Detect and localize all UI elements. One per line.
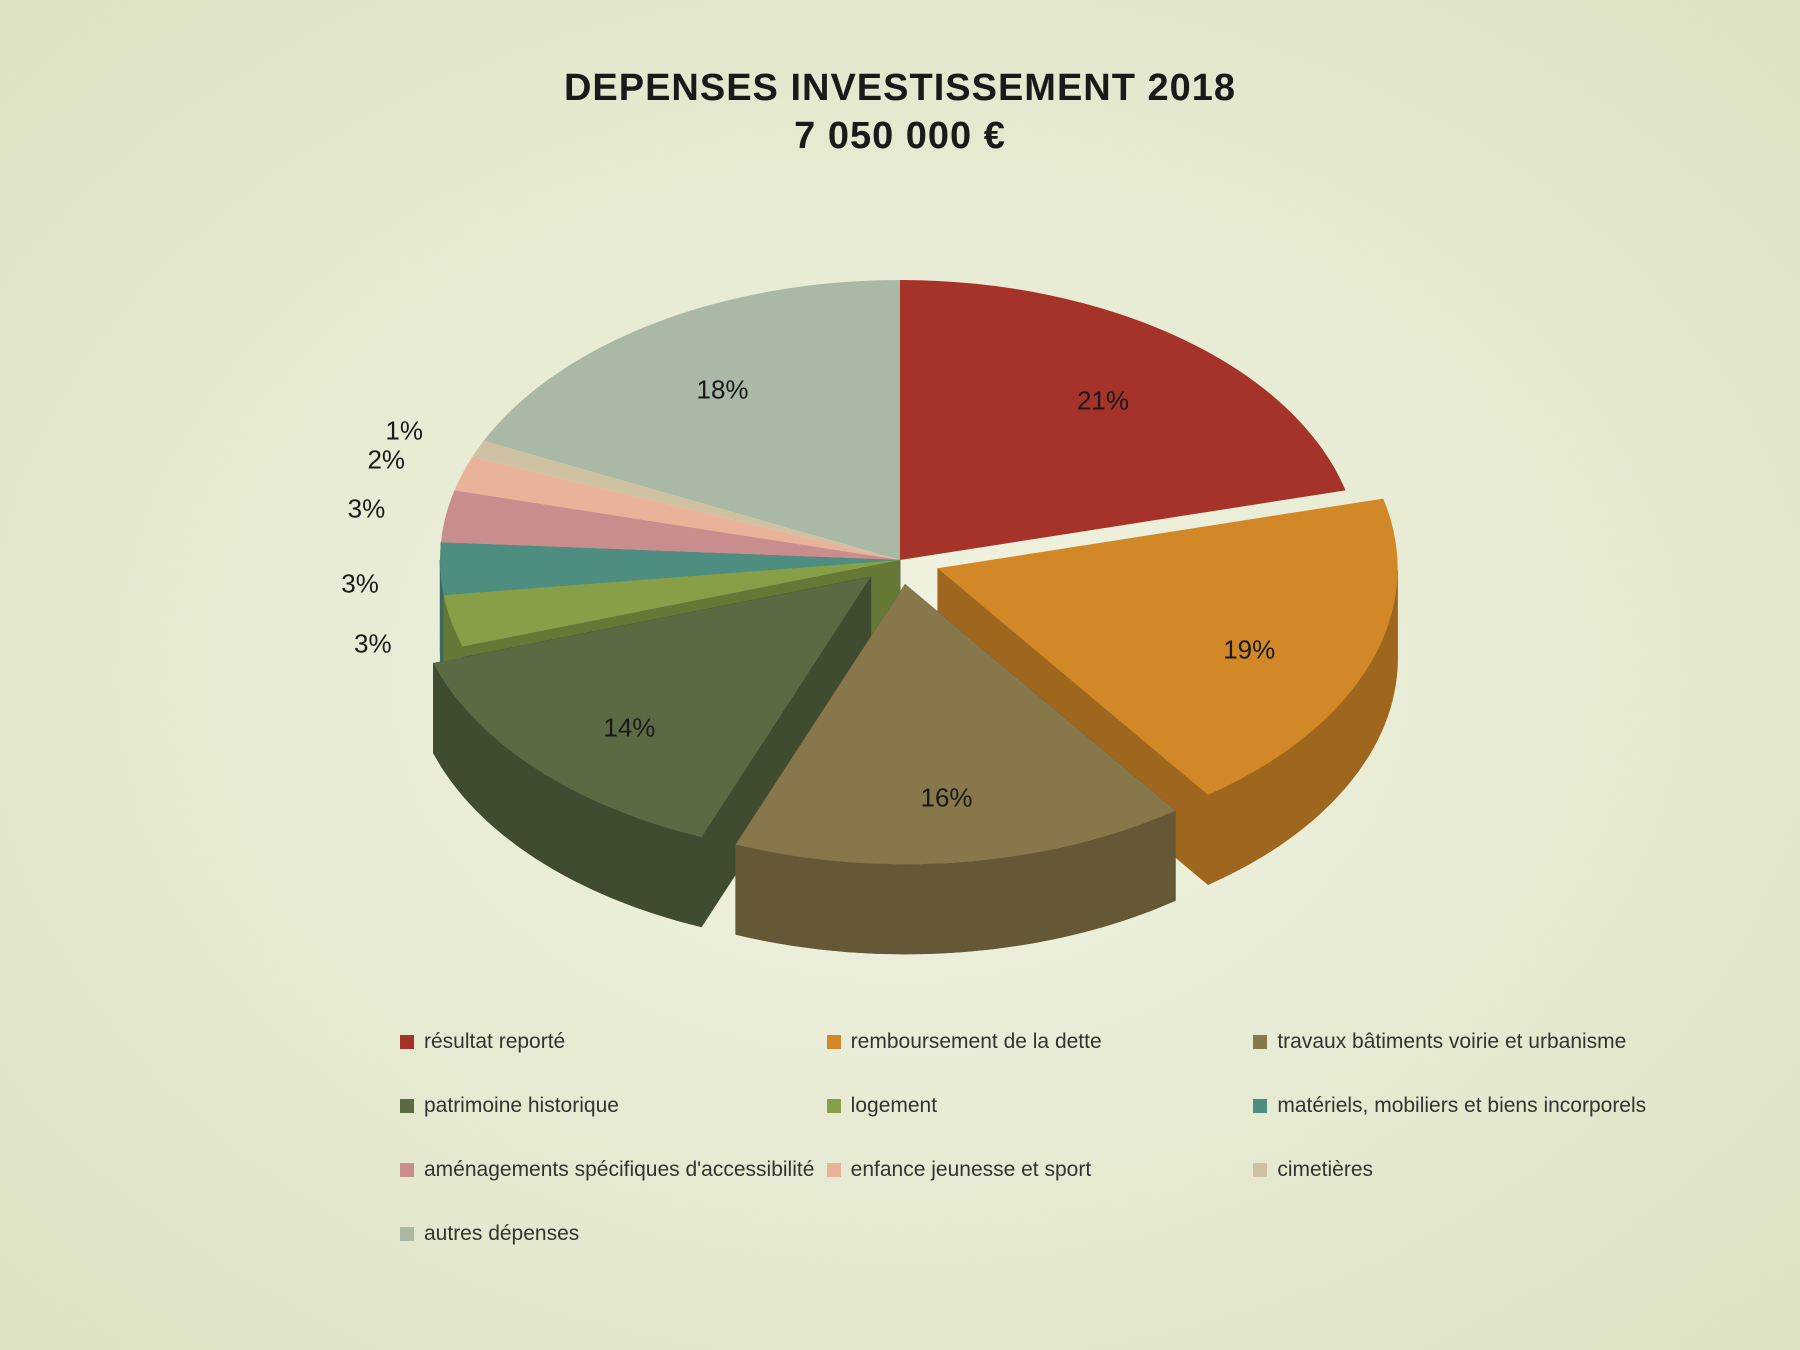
legend-label: autres dépenses (424, 1222, 579, 1246)
legend-label: cimetières (1277, 1158, 1373, 1182)
legend-item: remboursement de la dette (827, 1030, 1254, 1054)
legend-label: enfance jeunesse et sport (851, 1158, 1092, 1182)
slice-percent-label: 1% (385, 416, 423, 447)
slice-percent-label: 3% (354, 629, 392, 660)
legend-item: patrimoine historique (400, 1094, 827, 1118)
slice-percent-label: 16% (920, 782, 972, 813)
slice-percent-label: 2% (367, 445, 405, 476)
chart-title-line1: DEPENSES INVESTISSEMENT 2018 (0, 65, 1800, 113)
legend-item: autres dépenses (400, 1222, 830, 1246)
legend-label: aménagements spécifiques d'accessibilité (424, 1158, 814, 1182)
legend-label: remboursement de la dette (851, 1030, 1102, 1054)
slice-percent-label: 14% (603, 713, 655, 744)
pie-chart: 21% 19% 16% 14% 3% 3% 3% 2%1% 18% (0, 170, 1800, 970)
slice-percent-label: 18% (697, 374, 749, 405)
legend-swatch (1253, 1099, 1267, 1113)
legend-swatch (1253, 1035, 1267, 1049)
legend-item: logement (827, 1094, 1254, 1118)
legend-swatch (827, 1099, 841, 1113)
legend-label: résultat reporté (424, 1030, 565, 1054)
legend-label: matériels, mobiliers et biens incorporel… (1277, 1094, 1646, 1118)
legend-item: matériels, mobiliers et biens incorporel… (1253, 1094, 1680, 1118)
chart-title-line2: 7 050 000 € (0, 113, 1800, 161)
legend-item: travaux bâtiments voirie et urbanisme (1253, 1030, 1680, 1054)
legend-swatch (400, 1035, 414, 1049)
legend-swatch (400, 1227, 414, 1241)
legend-swatch (400, 1163, 414, 1177)
legend-item: aménagements spécifiques d'accessibilité (400, 1158, 827, 1182)
legend-swatch (1253, 1163, 1267, 1177)
slice-percent-label: 19% (1223, 635, 1275, 666)
slice-percent-label: 21% (1077, 385, 1129, 416)
legend-item: enfance jeunesse et sport (827, 1158, 1254, 1182)
legend-swatch (827, 1035, 841, 1049)
legend-label: travaux bâtiments voirie et urbanisme (1277, 1030, 1626, 1054)
legend-label: patrimoine historique (424, 1094, 619, 1118)
legend-swatch (827, 1163, 841, 1177)
legend-item: résultat reporté (400, 1030, 827, 1054)
slice-percent-label: 3% (348, 494, 386, 525)
legend-swatch (400, 1099, 414, 1113)
chart-legend: résultat reporté remboursement de la dett… (400, 1030, 1680, 1286)
chart-title: DEPENSES INVESTISSEMENT 2018 7 050 000 € (0, 65, 1800, 160)
legend-label: logement (851, 1094, 937, 1118)
slice-percent-label: 3% (341, 568, 379, 599)
legend-item: cimetières (1253, 1158, 1680, 1182)
